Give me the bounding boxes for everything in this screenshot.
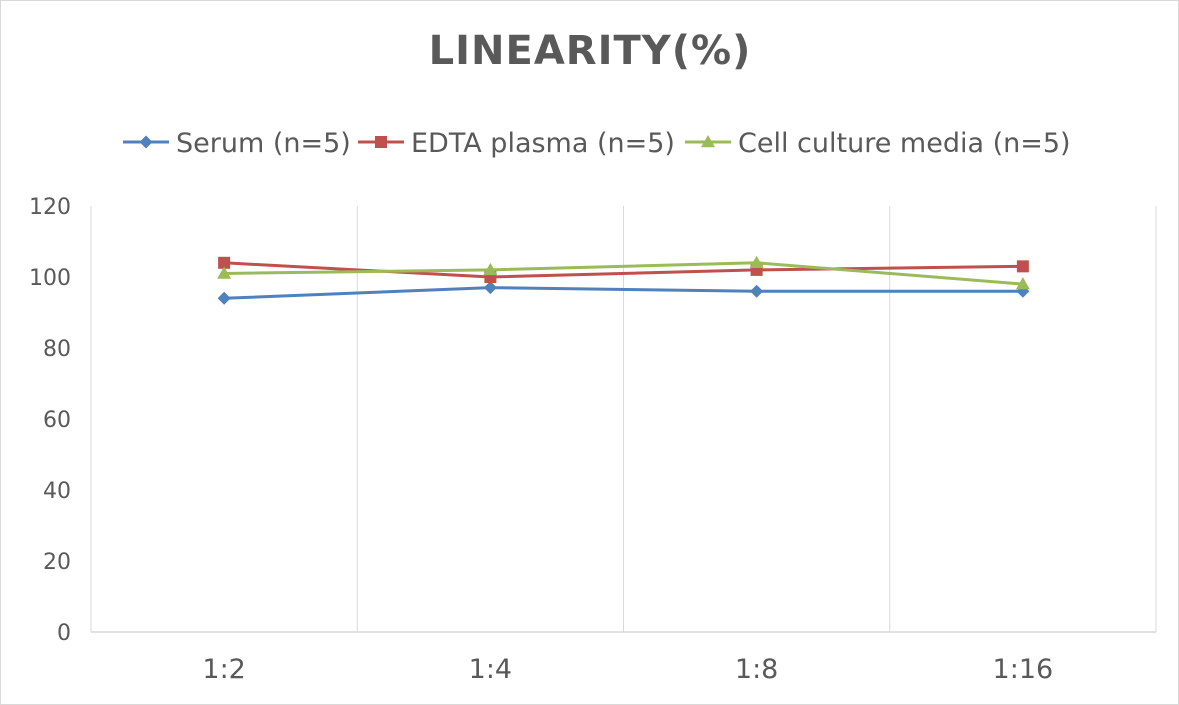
legend-marker [701, 135, 715, 148]
y-tick-label: 100 [29, 266, 71, 291]
data-point [749, 255, 764, 269]
series-line [224, 261, 1023, 279]
axes: 0 20 40 60 80 100 120 1:2 1:4 1:8 1:16 [29, 195, 1156, 685]
x-tick-label: 1:4 [469, 654, 512, 685]
legend: Serum (n=5) EDTA plasma (n=5) Cell culture… [123, 128, 1071, 159]
legend-marker [375, 136, 387, 148]
y-tick-label: 0 [57, 621, 71, 646]
legend-label: EDTA plasma (n=5) [411, 128, 675, 159]
series-line [224, 261, 1023, 286]
legend-marker [139, 135, 153, 149]
y-tick-label: 120 [29, 195, 71, 220]
legend-item: Serum (n=5) [123, 128, 351, 159]
legend-item: EDTA plasma (n=5) [358, 128, 675, 159]
grid [90, 206, 1157, 632]
y-tick-label: 80 [43, 337, 71, 362]
x-tick-label: 1:16 [993, 654, 1054, 685]
y-tick-label: 40 [43, 479, 71, 504]
y-tick-label: 60 [43, 408, 71, 433]
series-triangle [217, 255, 1030, 290]
series-layer [217, 255, 1030, 305]
series-diamond [217, 281, 1030, 305]
data-point [1015, 277, 1030, 290]
data-point [217, 291, 231, 305]
legend-label: Serum (n=5) [176, 128, 351, 159]
data-point [483, 281, 497, 295]
data-point [1016, 260, 1029, 273]
series-square [218, 256, 1029, 283]
data-point [217, 266, 232, 279]
data-point [218, 256, 231, 269]
legend-label: Cell culture media (n=5) [738, 128, 1071, 159]
x-tick-label: 1:2 [202, 654, 245, 685]
data-point [750, 284, 764, 298]
data-point [483, 262, 498, 276]
x-tick-label: 1:8 [735, 654, 778, 685]
legend-item: Cell culture media (n=5) [685, 128, 1071, 159]
series-line [224, 286, 1023, 300]
y-tick-label: 20 [43, 550, 71, 575]
chart-title: LINEARITY(%) [429, 28, 752, 74]
